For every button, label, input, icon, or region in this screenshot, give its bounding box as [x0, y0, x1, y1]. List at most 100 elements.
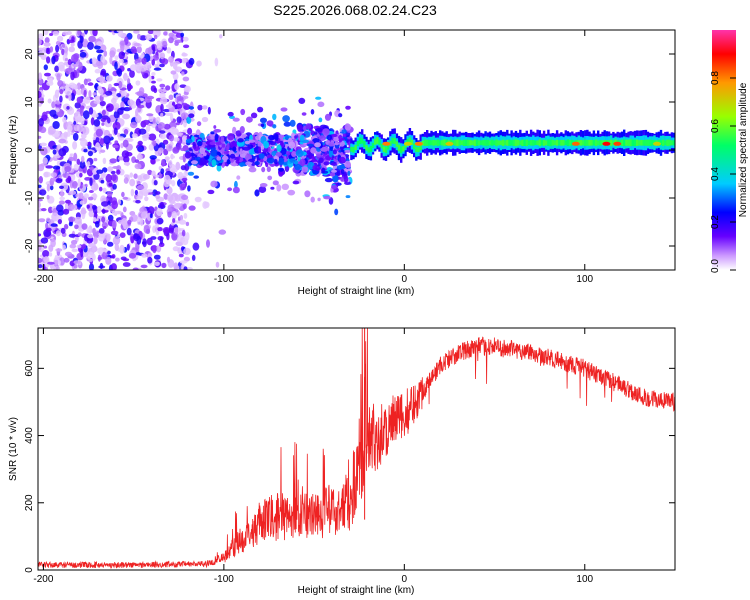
spectrogram-y-tick-label: 0 [24, 147, 35, 153]
spectrogram-cell [183, 247, 191, 256]
spectrogram-cell [581, 140, 585, 146]
spectrogram-cell [55, 230, 61, 237]
spectrogram-cell [183, 44, 190, 49]
spectrogram-cell [415, 146, 418, 152]
spectrogram-cell [188, 113, 195, 118]
spectrogram-cell [152, 140, 157, 147]
spectrogram-cell [672, 140, 675, 146]
spectrogram-cell [74, 111, 82, 120]
spectrogram-cell [147, 256, 153, 264]
colorbar-tick-label: 0.2 [710, 215, 721, 229]
snr-ticks: -200 -100 0 100 0 200 400 600 [24, 328, 675, 585]
spectrogram-cell [62, 244, 66, 251]
spectrogram-cell [75, 89, 83, 96]
spectrogram-cell [338, 113, 343, 118]
spectrogram-cell [393, 138, 396, 144]
spectrogram-cell [130, 188, 135, 197]
spectrogram-cell [666, 139, 669, 147]
spectrogram-cell [80, 209, 87, 215]
spectrogram-cell [646, 139, 650, 146]
spectrogram-cell [452, 140, 455, 146]
spectrogram-cell [147, 169, 153, 176]
spectrogram-cell [51, 133, 60, 138]
spectrogram-cell [156, 78, 163, 82]
spectrogram-cell [170, 155, 176, 159]
spectrogram-cell [154, 191, 161, 195]
spectrogram-cell [151, 189, 158, 197]
spectrogram-cell [38, 176, 43, 184]
spectrogram-cell [72, 63, 80, 67]
spectrogram-cell [80, 133, 87, 139]
spectrogram-cell [443, 139, 446, 147]
spectrogram-cell [184, 151, 192, 159]
spectrogram-cell [240, 108, 246, 116]
spectrogram-cell [151, 44, 156, 51]
spectrogram-x-tick-label: -100 [214, 274, 234, 285]
spectrogram-cell [47, 261, 55, 265]
spectrogram-cell [207, 106, 211, 115]
spectrogram-cell [79, 160, 86, 169]
spectrogram-cell [180, 183, 187, 191]
spectrogram-cell [317, 101, 325, 108]
spectrogram-x-tick-label: 100 [576, 274, 593, 285]
spectrogram-cell [456, 139, 459, 147]
spectrogram-cell [38, 233, 42, 237]
spectrogram-cell [51, 55, 56, 65]
spectrogram-cell [374, 138, 377, 145]
spectrogram-cell [426, 139, 429, 146]
spectrogram-cell [94, 45, 101, 50]
spectrogram-cell [155, 194, 161, 199]
spectrogram-cell [113, 127, 118, 135]
spectrogram-cell [48, 77, 53, 84]
spectrogram-cell [275, 134, 279, 141]
spectrogram-cell [137, 104, 145, 109]
spectrogram-cell [201, 141, 207, 146]
spectrogram-cell [387, 144, 390, 150]
spectrogram-cell [160, 112, 164, 118]
spectrogram-cell [62, 172, 70, 179]
spectrogram-cell [270, 186, 275, 190]
spectrogram-cell [153, 67, 162, 71]
spectrogram-cell [57, 260, 61, 265]
spectrogram-cell [148, 133, 157, 141]
spectrogram-cell [114, 55, 119, 61]
spectrogram-cell [636, 139, 639, 146]
spectrogram-cell [110, 263, 117, 270]
spectrogram-cell [181, 52, 187, 57]
spectrogram-cell [127, 84, 133, 90]
spectrogram-cell [638, 140, 641, 146]
spectrogram-cell [88, 90, 92, 98]
spectrogram-cell [76, 96, 84, 104]
spectrogram-cell [168, 32, 175, 38]
spectrogram-cell [63, 223, 69, 230]
spectrogram-cell [150, 236, 157, 240]
spectrogram-cell [57, 144, 62, 151]
spectrogram-cell [80, 248, 84, 258]
spectrogram-cell [592, 140, 596, 146]
spectrogram-cell [232, 186, 240, 194]
spectrogram-cell [92, 204, 97, 210]
spectrogram-cell [560, 139, 563, 146]
spectrogram-cell [101, 216, 106, 223]
spectrogram-cell [163, 179, 170, 188]
spectrogram-cell [545, 140, 548, 146]
snr-series-line [38, 328, 675, 569]
spectrogram-cell [323, 161, 330, 166]
spectrogram-cell [202, 201, 208, 209]
spectrogram-cell [365, 145, 368, 151]
spectrogram-cell [338, 134, 343, 143]
spectrogram-cell [234, 180, 238, 189]
spectrogram-cell [161, 262, 167, 269]
spectrogram-cell [237, 138, 244, 143]
snr-x-label: Height of straight line (km) [298, 585, 415, 596]
spectrogram-y-label: Frequency (Hz) [8, 116, 19, 185]
spectrogram-cell [156, 245, 162, 253]
spectrogram-cell [83, 193, 89, 199]
spectrogram-cell [45, 47, 51, 55]
spectrogram-cell [130, 64, 137, 71]
spectrogram-cell [44, 72, 51, 77]
spectrogram-cell [136, 90, 144, 97]
spectrogram-cell [162, 227, 171, 234]
spectrogram-cell [160, 103, 164, 112]
spectrogram-cell [110, 174, 117, 181]
